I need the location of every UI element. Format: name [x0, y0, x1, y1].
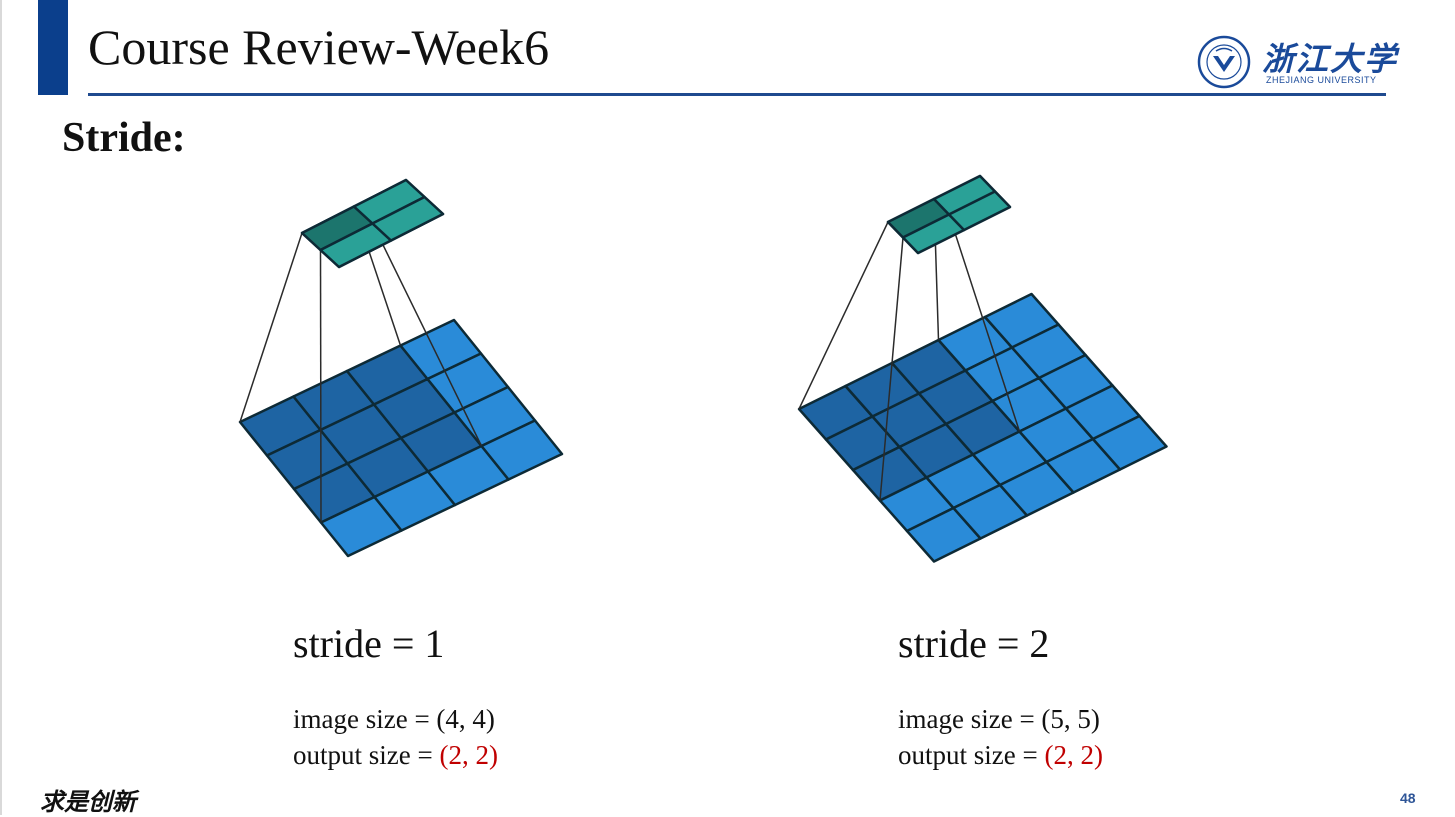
stride-2-diagram — [797, 174, 1168, 563]
stride-2-projection-line — [879, 237, 904, 501]
stride-1-projection-line — [239, 232, 303, 423]
stride-2-projection-line — [798, 221, 889, 410]
stride-1-diagram — [238, 178, 564, 558]
stride-2-output-cell — [947, 190, 1012, 232]
stride-2-projection-line — [948, 214, 1021, 432]
stride-1-input-cell — [480, 419, 564, 481]
output-size-value: (2, 2) — [1044, 740, 1103, 770]
left-edge-line — [0, 0, 2, 815]
output-size-prefix: output size = — [293, 740, 440, 770]
stride-diagrams — [238, 174, 1168, 563]
university-motto: 求是创新 — [40, 787, 136, 816]
title-underline — [88, 93, 1386, 96]
stride-2-input-cell — [1091, 414, 1168, 471]
page-number: 48 — [1400, 790, 1416, 806]
stride-2-image-size: image size = (5, 5) — [898, 704, 1100, 734]
stride-1-output-size: output size = (2, 2) — [293, 740, 498, 771]
section-heading: Stride: — [62, 115, 186, 161]
stride-2-output-size: output size = (2, 2) — [898, 740, 1103, 771]
stride-1-image-size: image size = (4, 4) — [293, 704, 495, 734]
output-size-prefix: output size = — [898, 740, 1045, 770]
university-logo: 浙江大学 ZHEJIANG UNIVERSITY — [1196, 34, 1396, 90]
page-title: Course Review-Week6 — [88, 19, 550, 75]
university-seal-icon — [1197, 35, 1251, 89]
stride-1-label: stride = 1 — [293, 621, 445, 666]
title-accent-bar — [38, 0, 68, 95]
logo-text-cn: 浙江大学 — [1262, 40, 1399, 78]
stride-1-projection-line — [371, 223, 483, 447]
stride-1-output-cell — [371, 195, 445, 242]
output-size-value: (2, 2) — [439, 740, 498, 770]
stride-2-label: stride = 2 — [898, 621, 1050, 666]
stride-1-projection-line — [319, 249, 322, 523]
logo-text-en: ZHEJIANG UNIVERSITY — [1266, 75, 1377, 85]
